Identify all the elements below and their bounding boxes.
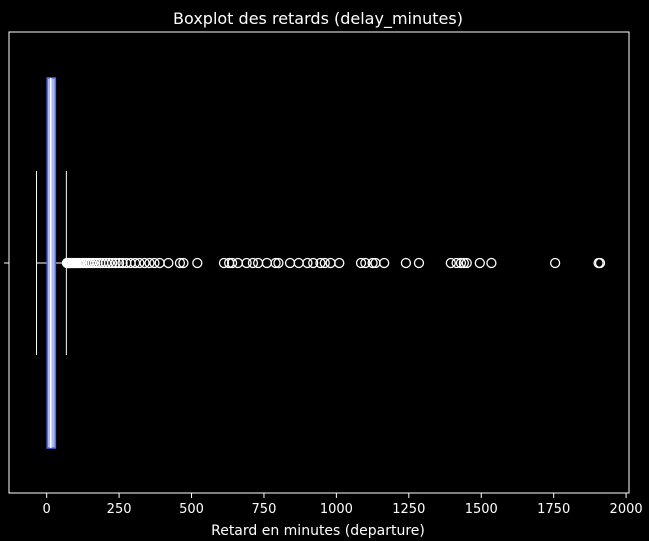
x-axis-label: Retard en minutes (departure)	[211, 523, 425, 539]
outlier-point	[302, 257, 313, 269]
outlier-point	[110, 257, 121, 269]
outlier-point	[103, 257, 115, 269]
x-tick-label: 500	[179, 502, 204, 517]
outlier-point	[413, 257, 425, 269]
x-tick-label: 0	[43, 502, 51, 517]
outlier-point	[451, 257, 462, 269]
x-tick-label: 750	[252, 502, 277, 517]
outlier-point	[319, 257, 330, 269]
outlier-point	[218, 257, 230, 269]
x-tick-label: 1750	[537, 502, 570, 517]
outlier-point	[458, 257, 470, 269]
outlier-point	[192, 257, 203, 269]
outlier-point	[549, 257, 561, 269]
outlier-point	[139, 257, 150, 269]
outlier-point	[315, 257, 326, 269]
x-tick-label: 1500	[465, 502, 498, 517]
outlier-point	[113, 257, 125, 269]
x-tick-label: 250	[107, 502, 132, 517]
outlier-point	[355, 257, 367, 269]
outlier-point	[226, 257, 238, 269]
outlier-point	[400, 257, 412, 269]
outlier-point	[273, 257, 284, 269]
boxplot-group	[36, 77, 67, 449]
outlier-point	[144, 257, 155, 269]
outlier-points	[61, 257, 606, 269]
outlier-point	[174, 257, 186, 269]
outlier-point	[445, 257, 456, 269]
x-axis: 0 250 500 750 1000 1250 1500 1750 2000	[4, 262, 643, 517]
outlier-point	[117, 257, 128, 269]
outlier-point	[308, 257, 319, 269]
x-tick-label: 1000	[320, 502, 353, 517]
outlier-point	[149, 257, 160, 269]
outlier-point	[134, 257, 145, 269]
outlier-point	[360, 257, 371, 269]
outlier-point	[367, 257, 378, 269]
outlier-point	[334, 257, 345, 269]
x-tick-label: 2000	[610, 502, 643, 517]
outlier-point	[461, 257, 472, 269]
chart-title: Boxplot des retards (delay_minutes)	[173, 9, 463, 29]
outlier-point	[178, 257, 189, 269]
outlier-point	[486, 257, 497, 269]
outlier-point	[241, 257, 252, 269]
outlier-point	[474, 257, 485, 269]
outlier-point	[594, 257, 606, 269]
outlier-point	[379, 257, 390, 269]
outlier-point	[163, 257, 174, 269]
x-tick-label: 1250	[392, 502, 425, 517]
outlier-point	[270, 257, 281, 269]
outlier-point	[455, 257, 467, 269]
outlier-point	[106, 257, 118, 269]
outlier-point	[247, 257, 259, 269]
